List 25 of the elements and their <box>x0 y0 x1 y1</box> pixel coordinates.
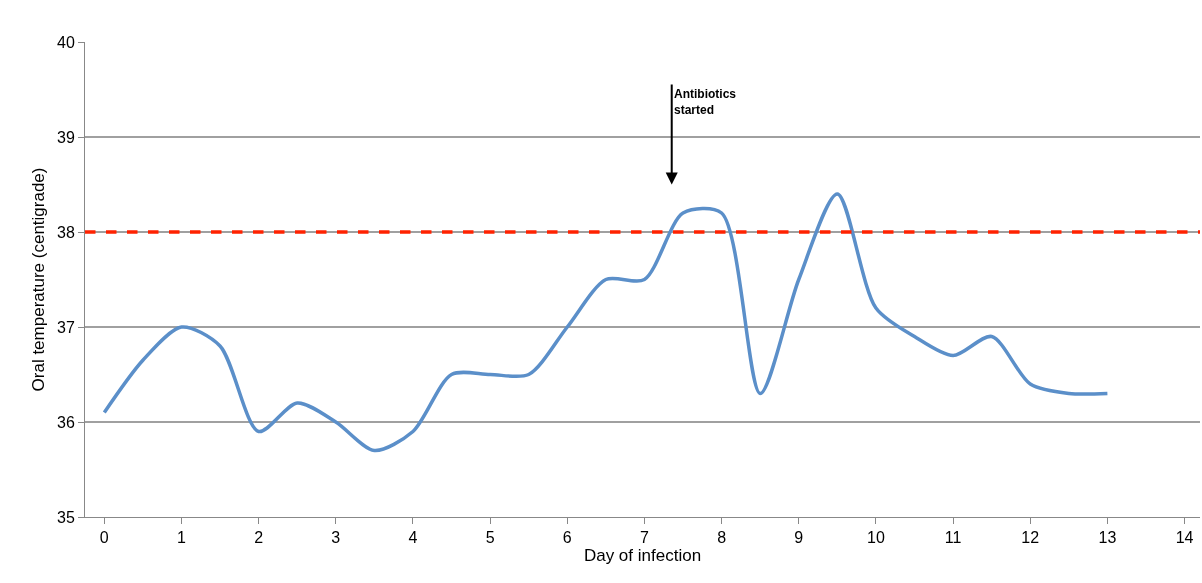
annotation: Antibiotics started <box>674 87 737 117</box>
y-tick-label: 37 <box>57 318 75 336</box>
x-tick-label: 8 <box>717 529 727 547</box>
y-tick-label: 38 <box>57 223 75 241</box>
line-series <box>102 192 1110 453</box>
x-tick-label: 11 <box>944 529 962 547</box>
x-tick-label: 2 <box>254 529 264 547</box>
x-tick-label: 9 <box>794 529 804 547</box>
x-tick-label: 1 <box>177 529 186 547</box>
x-tick-label: 14 <box>1175 529 1194 547</box>
x-tick-label: 7 <box>639 529 649 547</box>
y-tick-label: 35 <box>57 508 75 526</box>
x-tick-label: 6 <box>562 529 572 547</box>
x-tick-label: 12 <box>1021 529 1040 547</box>
x-tick-label: 3 <box>331 529 341 547</box>
x-tick-label: 0 <box>99 529 109 547</box>
x-tick-label: 13 <box>1098 529 1117 547</box>
y-tick-label: 39 <box>57 128 75 146</box>
x-tick-label: 5 <box>485 529 495 547</box>
x-tick-label: 4 <box>408 529 418 547</box>
y-tick-label: 40 <box>57 33 75 51</box>
y-tick-label: 36 <box>57 413 75 431</box>
y-axis-title: Oral temperature (centigrade) <box>28 167 48 392</box>
x-axis-title: Day of infection <box>583 546 702 566</box>
x-tick-label: 10 <box>867 529 885 547</box>
